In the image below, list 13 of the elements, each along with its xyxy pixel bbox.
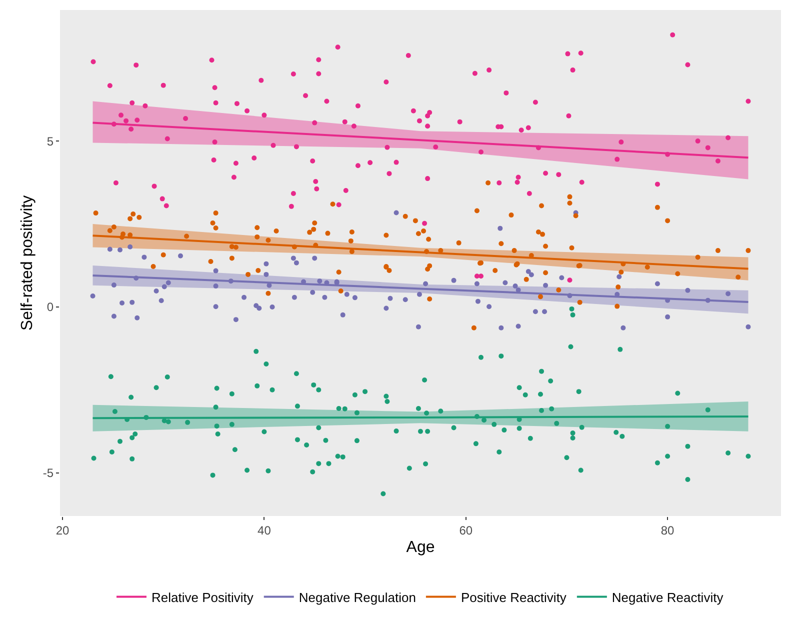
- y-axis-title: Self-rated positivity: [18, 195, 36, 331]
- y-tick-label: 0: [46, 300, 54, 314]
- x-tick-label: 60: [459, 523, 473, 538]
- legend-label: Negative Regulation: [298, 590, 416, 605]
- y-tick-label: -5: [42, 466, 54, 480]
- legend-label: Negative Reactivity: [612, 590, 724, 605]
- y-tick-label: 5: [46, 134, 54, 148]
- legend-label: Relative Positivity: [152, 590, 254, 605]
- x-tick-label: 20: [56, 523, 70, 538]
- x-tick-label: 40: [258, 523, 272, 538]
- x-axis-title: Age: [406, 539, 435, 556]
- x-tick-label: 80: [660, 523, 675, 538]
- legend-label: Positive Reactivity: [460, 590, 567, 605]
